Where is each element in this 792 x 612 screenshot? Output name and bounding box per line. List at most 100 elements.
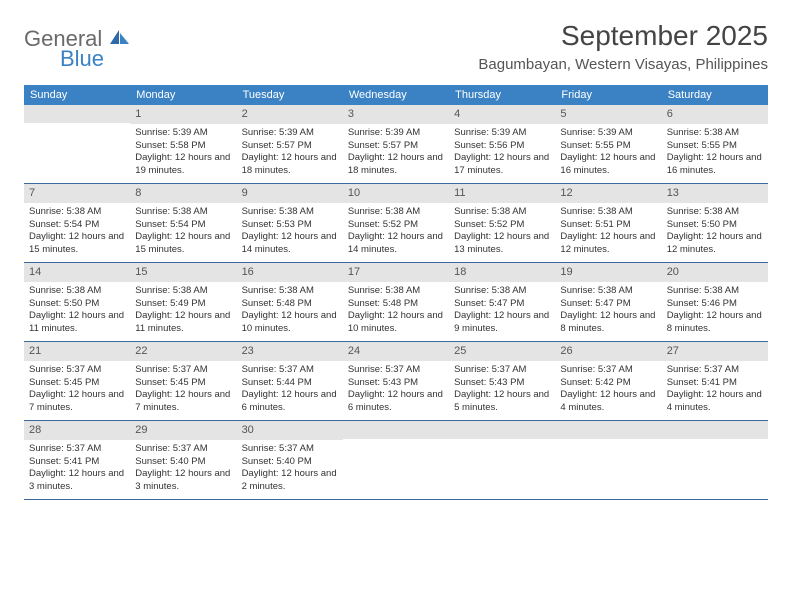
sunrise-text: Sunrise: 5:38 AM (560, 206, 656, 219)
day-cell: 24 Sunrise: 5:37 AMSunset: 5:43 PMDayligh… (343, 342, 449, 420)
day-cell: 4Sunrise: 5:39 AMSunset: 5:56 PMDaylight… (449, 105, 555, 183)
day-body: Sunrise: 5:37 AMSunset: 5:40 PMDaylight:… (130, 442, 236, 498)
calendar-page: General Blue September 2025 Bagumbayan, … (0, 0, 792, 520)
day-number: 1 (130, 105, 236, 124)
day-cell (24, 105, 130, 183)
daylight-text: Daylight: 12 hours and 2 minutes. (242, 468, 338, 494)
day-number: 24 (343, 342, 449, 361)
logo: General Blue (24, 20, 130, 70)
week-row: 14Sunrise: 5:38 AMSunset: 5:50 PMDayligh… (24, 263, 768, 342)
day-cell: 5Sunrise: 5:39 AMSunset: 5:55 PMDaylight… (555, 105, 661, 183)
sunrise-text: Sunrise: 5:38 AM (135, 285, 231, 298)
day-cell: 8Sunrise: 5:38 AMSunset: 5:54 PMDaylight… (130, 184, 236, 262)
day-of-week-header: SundayMondayTuesdayWednesdayThursdayFrid… (24, 85, 768, 105)
sunrise-text: Sunrise: 5:37 AM (454, 364, 550, 377)
daylight-text: Daylight: 12 hours and 12 minutes. (667, 231, 763, 257)
sunset-text: Sunset: 5:55 PM (667, 140, 763, 153)
dow-cell: Thursday (449, 85, 555, 105)
sunset-text: Sunset: 5:40 PM (135, 456, 231, 469)
day-cell: 6Sunrise: 5:38 AMSunset: 5:55 PMDaylight… (662, 105, 768, 183)
daylight-text: Daylight: 12 hours and 3 minutes. (135, 468, 231, 494)
daylight-text: Daylight: 12 hours and 13 minutes. (454, 231, 550, 257)
day-number: 3 (343, 105, 449, 124)
day-number: 21 (24, 342, 130, 361)
day-body: Sunrise: 5:37 AMSunset: 5:43 PMDaylight:… (343, 363, 449, 419)
week-row: 1Sunrise: 5:39 AMSunset: 5:58 PMDaylight… (24, 105, 768, 184)
sunrise-text: Sunrise: 5:39 AM (454, 127, 550, 140)
daylight-text: Daylight: 12 hours and 18 minutes. (348, 152, 444, 178)
day-body: Sunrise: 5:37 AMSunset: 5:44 PMDaylight:… (237, 363, 343, 419)
sunset-text: Sunset: 5:51 PM (560, 219, 656, 232)
day-cell: 12 Sunrise: 5:38 AMSunset: 5:51 PMDayligh… (555, 184, 661, 262)
day-cell: 23Sunrise: 5:37 AMSunset: 5:44 PMDayligh… (237, 342, 343, 420)
day-number (555, 421, 661, 439)
logo-sail-icon (110, 26, 130, 51)
day-cell: 18Sunrise: 5:38 AMSunset: 5:47 PMDayligh… (449, 263, 555, 341)
dow-cell: Wednesday (343, 85, 449, 105)
day-number: 14 (24, 263, 130, 282)
sunrise-text: Sunrise: 5:39 AM (135, 127, 231, 140)
daylight-text: Daylight: 12 hours and 6 minutes. (242, 389, 338, 415)
location-subtitle: Bagumbayan, Western Visayas, Philippines (478, 56, 768, 73)
day-body: Sunrise: 5:39 AMSunset: 5:56 PMDaylight:… (449, 126, 555, 182)
sunset-text: Sunset: 5:53 PM (242, 219, 338, 232)
day-number: 16 (237, 263, 343, 282)
day-body: Sunrise: 5:38 AMSunset: 5:47 PMDaylight:… (555, 284, 661, 340)
daylight-text: Daylight: 12 hours and 4 minutes. (560, 389, 656, 415)
day-cell: 29Sunrise: 5:37 AMSunset: 5:40 PMDayligh… (130, 421, 236, 499)
day-number: 2 (237, 105, 343, 124)
day-number: 25 (449, 342, 555, 361)
sunset-text: Sunset: 5:57 PM (348, 140, 444, 153)
day-number (343, 421, 449, 439)
sunset-text: Sunset: 5:42 PM (560, 377, 656, 390)
day-number: 30 (237, 421, 343, 440)
day-body: Sunrise: 5:38 AMSunset: 5:54 PMDaylight:… (24, 205, 130, 261)
day-number: 15 (130, 263, 236, 282)
day-cell: 9Sunrise: 5:38 AMSunset: 5:53 PMDaylight… (237, 184, 343, 262)
weeks-container: 1Sunrise: 5:39 AMSunset: 5:58 PMDaylight… (24, 105, 768, 500)
daylight-text: Daylight: 12 hours and 10 minutes. (348, 310, 444, 336)
dow-cell: Friday (555, 85, 661, 105)
sunrise-text: Sunrise: 5:39 AM (348, 127, 444, 140)
day-body: Sunrise: 5:38 AMSunset: 5:49 PMDaylight:… (130, 284, 236, 340)
day-number: 8 (130, 184, 236, 203)
day-number: 22 (130, 342, 236, 361)
sunrise-text: Sunrise: 5:38 AM (454, 285, 550, 298)
day-body: Sunrise: 5:38 AMSunset: 5:48 PMDaylight:… (343, 284, 449, 340)
daylight-text: Daylight: 12 hours and 16 minutes. (560, 152, 656, 178)
sunset-text: Sunset: 5:40 PM (242, 456, 338, 469)
sunrise-text: Sunrise: 5:37 AM (135, 364, 231, 377)
day-body: Sunrise: 5:39 AMSunset: 5:55 PMDaylight:… (555, 126, 661, 182)
dow-cell: Sunday (24, 85, 130, 105)
day-cell: 16Sunrise: 5:38 AMSunset: 5:48 PMDayligh… (237, 263, 343, 341)
day-cell: 10Sunrise: 5:38 AMSunset: 5:52 PMDayligh… (343, 184, 449, 262)
day-number: 20 (662, 263, 768, 282)
day-cell: 2Sunrise: 5:39 AMSunset: 5:57 PMDaylight… (237, 105, 343, 183)
dow-cell: Saturday (662, 85, 768, 105)
sunrise-text: Sunrise: 5:38 AM (348, 206, 444, 219)
sunset-text: Sunset: 5:50 PM (29, 298, 125, 311)
day-number (449, 421, 555, 439)
daylight-text: Daylight: 12 hours and 15 minutes. (29, 231, 125, 257)
daylight-text: Daylight: 12 hours and 19 minutes. (135, 152, 231, 178)
sunrise-text: Sunrise: 5:38 AM (29, 285, 125, 298)
daylight-text: Daylight: 12 hours and 18 minutes. (242, 152, 338, 178)
sunset-text: Sunset: 5:54 PM (135, 219, 231, 232)
sunset-text: Sunset: 5:50 PM (667, 219, 763, 232)
sunset-text: Sunset: 5:48 PM (348, 298, 444, 311)
day-number: 12 (555, 184, 661, 203)
day-body: Sunrise: 5:37 AMSunset: 5:43 PMDaylight:… (449, 363, 555, 419)
day-cell: 14Sunrise: 5:38 AMSunset: 5:50 PMDayligh… (24, 263, 130, 341)
sunset-text: Sunset: 5:45 PM (29, 377, 125, 390)
day-body: Sunrise: 5:38 AMSunset: 5:51 PMDaylight:… (555, 205, 661, 261)
sunrise-text: Sunrise: 5:38 AM (454, 206, 550, 219)
day-number: 27 (662, 342, 768, 361)
day-body: Sunrise: 5:37 AMSunset: 5:41 PMDaylight:… (24, 442, 130, 498)
sunset-text: Sunset: 5:52 PM (454, 219, 550, 232)
day-cell: 19Sunrise: 5:38 AMSunset: 5:47 PMDayligh… (555, 263, 661, 341)
day-cell: 20Sunrise: 5:38 AMSunset: 5:46 PMDayligh… (662, 263, 768, 341)
day-cell: 26Sunrise: 5:37 AMSunset: 5:42 PMDayligh… (555, 342, 661, 420)
daylight-text: Daylight: 12 hours and 14 minutes. (348, 231, 444, 257)
sunset-text: Sunset: 5:54 PM (29, 219, 125, 232)
sunset-text: Sunset: 5:55 PM (560, 140, 656, 153)
